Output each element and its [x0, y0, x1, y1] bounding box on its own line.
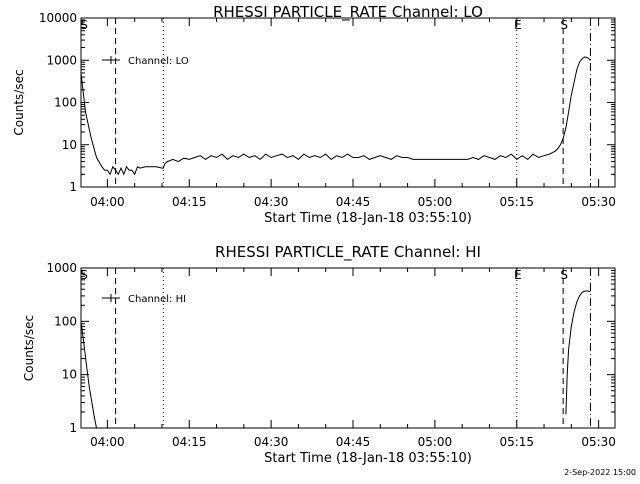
- plot-frame: [80, 267, 616, 429]
- legend-label: Channel: HI: [128, 294, 186, 305]
- chart-panel-2: RHESSI PARTICLE_RATE Channel: HI Counts/s…: [22, 243, 616, 466]
- timestamp-label: 2-Sep-2022 15:00: [564, 468, 636, 477]
- plot-frame: [80, 17, 616, 188]
- marker-label: S: [80, 18, 88, 32]
- y-tick-label: 10: [62, 138, 77, 152]
- x-tick-label: 05:15: [499, 435, 534, 449]
- y-axis-label: Counts/sec: [22, 315, 36, 381]
- legend-label: Channel: LO: [128, 56, 189, 67]
- marker-label: S: [80, 268, 88, 282]
- x-tick-label: 04:45: [336, 435, 371, 449]
- x-tick-label: 04:00: [90, 195, 125, 209]
- marker-label: E: [514, 268, 522, 282]
- chart-panel-1: RHESSI PARTICLE_RATE Channel: LO Counts/s…: [12, 3, 616, 226]
- x-tick-label: 05:00: [418, 195, 453, 209]
- x-tick-label: 04:15: [172, 435, 207, 449]
- y-tick-label: 10: [62, 368, 77, 382]
- x-tick-label: 05:15: [499, 195, 534, 209]
- marker-label: S: [560, 18, 568, 32]
- marker-label: S: [560, 268, 568, 282]
- x-tick-label: 04:45: [336, 195, 371, 209]
- chart-title: RHESSI PARTICLE_RATE Channel: HI: [215, 243, 481, 262]
- y-axis-label: Counts/sec: [12, 69, 26, 135]
- y-tick-label: 1: [69, 421, 77, 435]
- x-tick-label: 05:30: [581, 435, 616, 449]
- chart-title: RHESSI PARTICLE_RATE Channel: LO: [213, 3, 483, 22]
- x-tick-label: 05:30: [581, 195, 616, 209]
- y-tick-label: 100: [54, 96, 77, 110]
- x-tick-label: 04:30: [254, 435, 289, 449]
- x-axis-label: Start Time (18-Jan-18 03:55:10): [264, 211, 472, 226]
- marker-label: E: [514, 18, 522, 32]
- x-tick-label: 04:00: [90, 435, 125, 449]
- x-tick-label: 04:15: [172, 195, 207, 209]
- x-tick-label: 04:30: [254, 195, 289, 209]
- x-axis-label: Start Time (18-Jan-18 03:55:10): [264, 451, 472, 466]
- y-tick-label: 1000: [46, 261, 77, 275]
- x-tick-label: 05:00: [418, 435, 453, 449]
- y-tick-label: 10000: [39, 11, 77, 25]
- y-tick-label: 1000: [46, 53, 77, 67]
- series-line-2: [565, 290, 591, 415]
- series-line-1: [80, 56, 591, 176]
- y-tick-label: 1: [69, 180, 77, 194]
- y-tick-label: 100: [54, 314, 77, 328]
- series-line-1: [80, 321, 97, 429]
